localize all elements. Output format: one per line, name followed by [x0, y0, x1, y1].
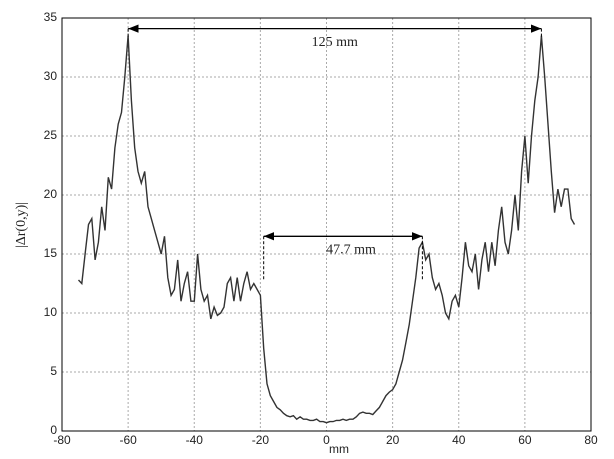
x-tick-label: 20: [386, 433, 400, 447]
y-tick-label: 0: [50, 423, 57, 437]
x-tick-label: -80: [53, 433, 71, 447]
y-axis-label: |Δr(0,y)|: [14, 202, 29, 248]
y-tick-label: 30: [44, 69, 58, 83]
y-tick-label: 5: [50, 364, 57, 378]
x-axis-label: mm: [329, 442, 349, 456]
annotation-label: 47.7 mm: [326, 243, 376, 258]
data-line: [77, 35, 576, 424]
y-tick-label: 10: [44, 305, 58, 319]
y-tick-label: 35: [44, 10, 58, 24]
x-tick-label: 60: [518, 433, 532, 447]
x-tick-label: -20: [252, 433, 270, 447]
x-tick-label: 0: [323, 433, 330, 447]
annotation-label: 125 mm: [312, 35, 358, 50]
y-tick-label: 15: [44, 246, 58, 260]
y-tick-label: 20: [44, 187, 58, 201]
y-tick-label: 25: [44, 128, 58, 142]
x-tick-label: -40: [186, 433, 204, 447]
x-tick-label: 80: [584, 433, 598, 447]
x-tick-label: 40: [452, 433, 466, 447]
axes-frame: [61, 17, 592, 432]
x-tick-label: -60: [119, 433, 137, 447]
